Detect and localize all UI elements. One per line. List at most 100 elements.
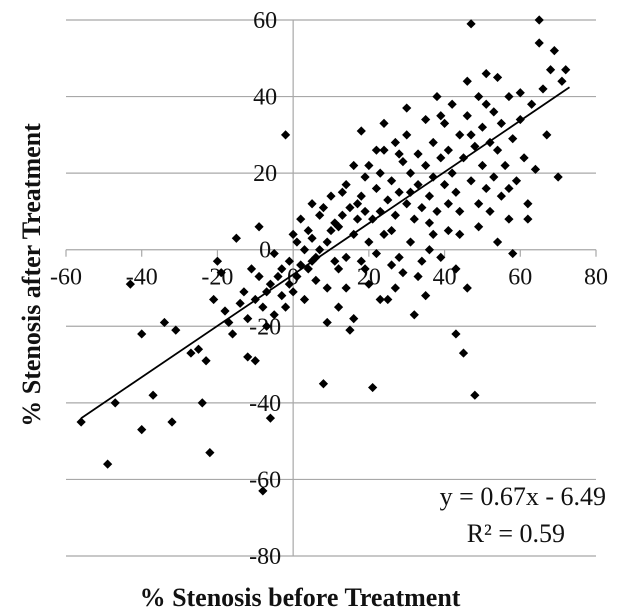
data-point: [364, 279, 374, 289]
data-point: [515, 88, 525, 98]
data-point: [545, 65, 556, 75]
y-tick-label: -80: [249, 544, 281, 570]
trendline: [80, 86, 571, 419]
data-point: [375, 168, 385, 178]
data-point: [489, 172, 499, 182]
data-point: [394, 252, 404, 262]
data-point: [364, 237, 374, 247]
data-point: [371, 183, 382, 194]
data-point: [519, 153, 529, 163]
data-point: [103, 459, 113, 469]
data-point: [424, 191, 435, 201]
data-point: [209, 294, 219, 305]
data-point: [258, 302, 268, 312]
data-point: [470, 390, 480, 400]
data-point: [436, 111, 446, 121]
x-tick-label: -20: [201, 265, 233, 291]
data-point: [216, 268, 226, 278]
data-point: [451, 187, 461, 197]
data-point: [315, 210, 325, 220]
data-point: [284, 256, 294, 266]
data-point: [277, 264, 287, 274]
data-point: [417, 256, 427, 266]
data-point: [455, 130, 465, 140]
data-point: [428, 137, 438, 148]
data-point: [477, 160, 488, 171]
data-point: [390, 210, 400, 220]
data-point: [254, 271, 264, 282]
data-point: [462, 76, 472, 86]
data-point: [227, 329, 238, 339]
data-point: [284, 279, 294, 289]
data-point: [333, 302, 344, 312]
data-point: [337, 187, 347, 197]
data-point: [273, 271, 283, 282]
data-point: [561, 65, 571, 75]
data-point: [405, 168, 416, 178]
data-point: [296, 214, 306, 224]
data-point: [417, 203, 427, 213]
data-point: [504, 183, 514, 194]
data-point: [390, 137, 400, 148]
data-point: [398, 157, 408, 167]
data-point: [371, 145, 382, 155]
data-point: [492, 72, 503, 83]
data-point: [364, 160, 374, 171]
data-point: [246, 264, 257, 274]
data-point: [288, 229, 298, 239]
data-point: [337, 210, 347, 220]
data-point: [542, 130, 552, 140]
data-point: [205, 448, 215, 458]
data-point: [137, 425, 147, 435]
data-point: [527, 99, 537, 109]
data-point: [383, 195, 393, 205]
data-point: [360, 206, 370, 217]
data-point: [254, 222, 264, 232]
data-point: [462, 283, 472, 293]
data-point: [315, 245, 325, 255]
data-point: [262, 321, 272, 331]
data-point: [159, 317, 170, 328]
data-point: [349, 160, 359, 171]
data-point: [523, 214, 533, 224]
x-tick-label: -60: [50, 265, 82, 291]
data-point: [447, 99, 457, 109]
data-point: [322, 237, 332, 247]
data-point: [368, 382, 378, 393]
data-point: [455, 229, 465, 239]
data-point: [398, 268, 408, 278]
data-point: [481, 183, 491, 194]
data-point: [265, 279, 276, 289]
data-point: [307, 199, 317, 209]
data-point: [383, 294, 393, 305]
data-point: [557, 76, 567, 86]
data-point: [212, 256, 223, 266]
data-point: [421, 114, 431, 125]
data-point: [413, 149, 423, 159]
data-point: [375, 294, 385, 305]
data-point: [193, 344, 204, 354]
data-point: [421, 160, 431, 171]
data-point: [496, 118, 506, 128]
data-point: [243, 352, 253, 362]
data-point: [345, 325, 355, 335]
data-point: [239, 287, 249, 297]
data-point: [326, 191, 336, 201]
data-point: [220, 306, 230, 316]
data-point: [436, 153, 446, 163]
data-point: [356, 191, 366, 201]
data-point: [436, 252, 446, 262]
data-point: [243, 314, 253, 324]
x-tick-label: 60: [508, 265, 532, 291]
data-point: [496, 191, 506, 201]
data-point: [462, 111, 472, 121]
data-point: [386, 225, 397, 236]
data-point: [201, 356, 211, 366]
y-tick-label: 0: [259, 238, 271, 264]
y-tick-label: -40: [249, 391, 281, 417]
data-point: [466, 130, 476, 140]
data-point: [409, 310, 419, 320]
data-point: [360, 172, 370, 182]
data-point: [443, 225, 453, 236]
